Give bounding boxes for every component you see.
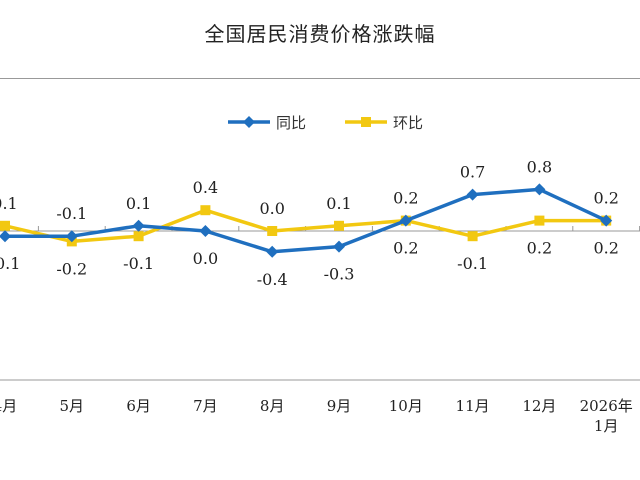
data-label: 0.1 [0,194,18,213]
data-label: -0.1 [123,254,154,273]
x-tick-label: 8月 [260,397,285,415]
data-point-tongbi [65,230,78,243]
data-label: 0.2 [527,239,552,258]
data-label: 0.2 [593,239,618,258]
x-tick-label: 1月 [594,417,619,435]
data-point-huanbi [467,231,478,242]
x-tick-label: 6月 [126,397,151,415]
x-tick-label: 12月 [522,397,556,415]
data-point-huanbi [133,231,144,242]
data-point-huanbi [200,205,211,216]
data-label: 0.2 [393,189,418,208]
data-label: 0.7 [460,163,485,182]
legend-square-marker [361,117,371,127]
data-label: 0.0 [193,249,218,268]
data-label: -0.3 [324,265,355,284]
data-label: 0.2 [593,189,618,208]
data-label: 0.0 [259,199,284,218]
data-point-huanbi [534,215,545,226]
chart-title: 全国居民消费价格涨跌幅 [204,22,436,46]
x-tick-label: 5月 [60,397,85,415]
data-label: 0.1 [126,194,151,213]
data-point-tongbi [199,225,212,237]
series-line-1 [4,208,607,244]
data-point-tongbi [466,188,479,201]
data-label: 0.1 [326,194,351,213]
data-point-tongbi [333,240,345,253]
x-tick-label: 9月 [327,397,352,415]
data-label: -0.2 [56,259,87,278]
data-label: -0.1 [0,254,20,273]
data-point-tongbi [399,214,412,227]
data-point-tongbi [132,219,145,232]
data-label: -0.4 [257,270,288,289]
x-tick-label: 4月 [0,397,17,415]
data-point-tongbi [0,230,11,243]
legend-label-1: 环比 [393,114,423,132]
legend-diamond-marker [243,116,255,128]
x-tick-label: 11月 [456,397,490,415]
data-point-huanbi [334,220,344,231]
data-point-tongbi [266,245,279,258]
data-label: 0.4 [193,178,218,197]
series-line-0 [5,187,607,254]
data-label: -0.1 [56,204,87,223]
data-point-tongbi [600,214,613,227]
x-tick-label: 7月 [193,397,218,415]
data-label: 0.2 [393,239,418,258]
x-tick-label: 10月 [389,397,423,415]
x-tick-label: 2026年 [580,397,633,415]
top-border [0,78,640,79]
data-point-tongbi [533,183,546,196]
legend-label-0: 同比 [276,114,306,132]
data-label: 0.8 [527,157,552,176]
data-label: -0.1 [457,254,488,273]
data-point-huanbi [267,226,278,236]
data-point-huanbi [0,220,10,231]
